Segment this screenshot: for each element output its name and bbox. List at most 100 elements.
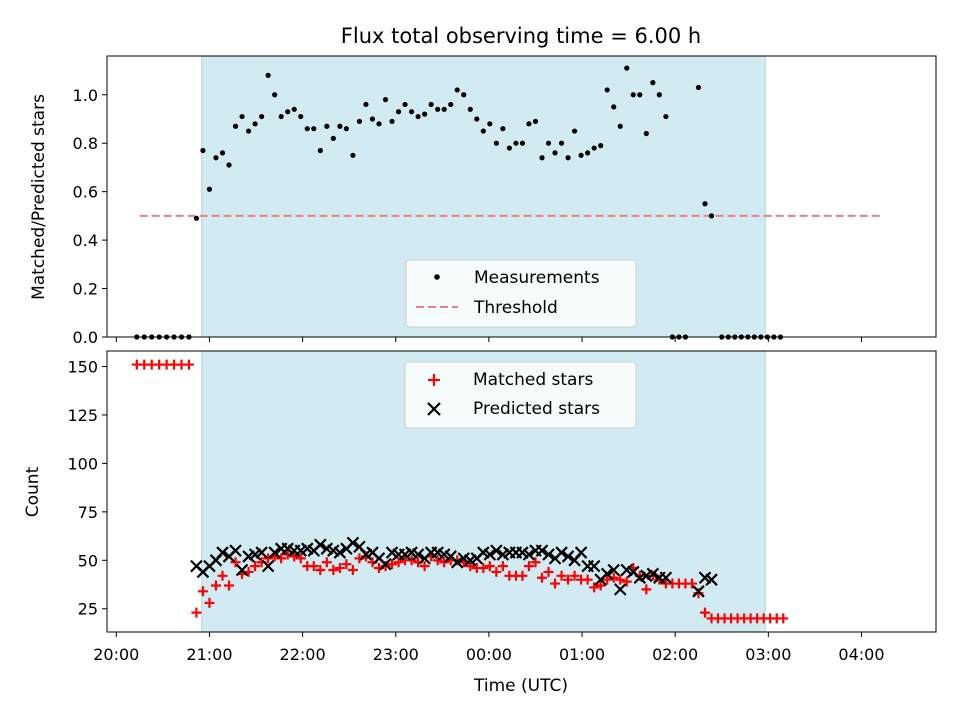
measurement-point	[454, 87, 460, 93]
legend-label-measurements: Measurements	[474, 268, 600, 288]
predicted-star-marker	[561, 550, 575, 563]
matched-star-marker	[589, 582, 600, 593]
measurement-point	[526, 121, 532, 127]
matched-star-marker	[204, 597, 215, 608]
measurement-point	[545, 140, 552, 146]
bottom-x-tick-label: 23:00	[373, 645, 419, 664]
measurement-point	[356, 118, 363, 125]
bottom-y-tick-label: 100	[67, 454, 98, 473]
top-legend: Measurements Threshold	[405, 259, 637, 328]
measurement-point	[252, 121, 258, 127]
measurement-point	[285, 109, 291, 115]
matched-star-marker	[432, 555, 443, 566]
matched-star-marker	[563, 574, 574, 585]
matched-star-marker	[641, 584, 652, 595]
matched-star-marker	[334, 563, 345, 574]
measurement-point	[500, 126, 506, 132]
matched-star-marker	[595, 580, 606, 591]
bottom-x-tick-label: 20:00	[93, 645, 139, 664]
predicted-star-marker	[411, 548, 425, 561]
measurement-point	[493, 140, 499, 146]
measurement-point	[585, 150, 591, 156]
bottom-y-tick-label: 125	[67, 406, 98, 425]
predicted-star-marker	[268, 546, 281, 559]
matched-star-marker	[419, 561, 430, 572]
matched-star-marker	[230, 557, 241, 568]
measurement-point	[611, 104, 617, 110]
measurement-point	[291, 106, 297, 112]
top-y-tick-label: 0.0	[73, 328, 98, 347]
measurement-point	[343, 126, 349, 132]
measurement-point	[637, 92, 643, 98]
matched-star-marker	[406, 555, 417, 566]
bottom-x-tick-label: 22:00	[280, 645, 326, 664]
matched-star-marker	[517, 570, 528, 581]
measurement-point	[695, 84, 702, 91]
measurement-point	[663, 113, 669, 120]
predicted-star-marker	[235, 563, 249, 577]
measurement-point	[656, 92, 662, 98]
measurement-point	[422, 111, 428, 117]
top-y-axis-label: Matched/Predicted stars	[29, 94, 49, 300]
matched-star-marker	[210, 580, 221, 591]
matched-star-marker	[484, 561, 495, 572]
legend-label-predicted: Predicted stars	[473, 399, 600, 419]
measurement-point	[650, 80, 656, 86]
measurement-point	[532, 118, 539, 125]
measurement-point	[467, 106, 473, 112]
predicted-star-marker	[450, 555, 464, 569]
matched-star-marker	[556, 570, 567, 581]
predicted-star-marker	[555, 546, 568, 559]
legend-marker-measurements	[434, 274, 440, 280]
measurement-point	[232, 123, 239, 129]
measurement-point	[219, 150, 226, 156]
matched-star-marker	[602, 574, 613, 585]
matched-star-marker	[341, 559, 352, 570]
x-axis-label: Time (UTC)	[473, 676, 568, 696]
predicted-star-marker	[600, 567, 614, 581]
predicted-star-marker	[692, 585, 705, 598]
measurement-point	[506, 145, 512, 151]
measurement-point	[624, 65, 630, 71]
measurement-point	[408, 109, 415, 115]
measurement-point	[513, 140, 519, 146]
measurement-point	[324, 123, 330, 129]
top-y-tick-label: 0.6	[73, 183, 98, 202]
bottom-legend-box	[404, 361, 637, 429]
legend-label-matched: Matched stars	[473, 370, 593, 390]
predicted-star-marker	[574, 546, 588, 559]
measurement-point	[708, 213, 715, 219]
measurement-point	[558, 140, 565, 146]
measurement-point	[395, 109, 402, 115]
bottom-x-tick-label: 01:00	[559, 645, 605, 664]
bottom-y-axis-label: Count	[23, 466, 43, 517]
top-y-tick-label: 0.2	[73, 280, 98, 299]
measurement-point	[487, 121, 493, 127]
bottom-y-tick-label: 25	[78, 600, 98, 619]
measurement-point	[578, 152, 584, 158]
predicted-star-marker	[607, 563, 620, 577]
bottom-axes-frame	[106, 350, 937, 633]
measurement-point	[428, 101, 434, 108]
matched-star-marker	[289, 551, 300, 562]
measurement-point	[200, 147, 206, 154]
bottom-x-tick-label: 04:00	[838, 645, 884, 664]
measurement-point	[702, 201, 708, 207]
matched-star-marker	[615, 574, 626, 585]
predicted-star-marker	[542, 548, 555, 561]
matched-star-marker	[550, 578, 561, 589]
predicted-star-marker	[522, 548, 536, 561]
matched-star-marker	[621, 576, 632, 587]
predicted-star-marker	[490, 544, 503, 557]
matched-star-marker	[582, 574, 593, 585]
measurement-point	[369, 116, 376, 122]
predicted-star-marker	[659, 571, 673, 585]
matched-star-marker	[465, 561, 476, 572]
measurement-point	[376, 121, 382, 127]
matched-star-marker	[250, 561, 261, 572]
matched-star-marker	[321, 557, 332, 568]
bottom-panel: 25 50 75 100 125 150 20:00 21:00 22:00 23:00 00:0…	[23, 350, 937, 696]
top-y-tick-label: 0.8	[73, 134, 98, 153]
matched-star-marker	[530, 557, 541, 568]
predicted-stars-series	[190, 536, 718, 598]
